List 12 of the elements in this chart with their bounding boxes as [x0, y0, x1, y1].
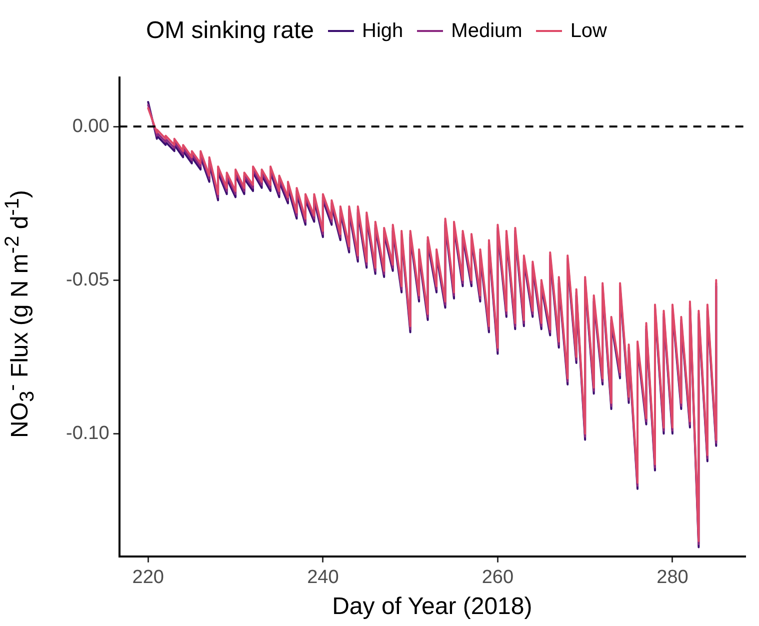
legend-title: OM sinking rate	[146, 17, 314, 45]
x-tick-label: 240	[307, 567, 339, 588]
x-tick-label: 220	[132, 567, 164, 588]
legend-label: Medium	[451, 20, 522, 42]
x-tick-label: 280	[656, 567, 688, 588]
y-tick-label: -0.10	[66, 422, 110, 444]
x-axis-title: Day of Year (2018)	[332, 593, 532, 620]
legend-label: Low	[570, 20, 608, 42]
legend-label: High	[362, 20, 404, 42]
y-tick-label: 0.00	[72, 116, 110, 137]
x-tick-label: 260	[482, 567, 514, 588]
y-tick-label: -0.05	[66, 269, 110, 290]
